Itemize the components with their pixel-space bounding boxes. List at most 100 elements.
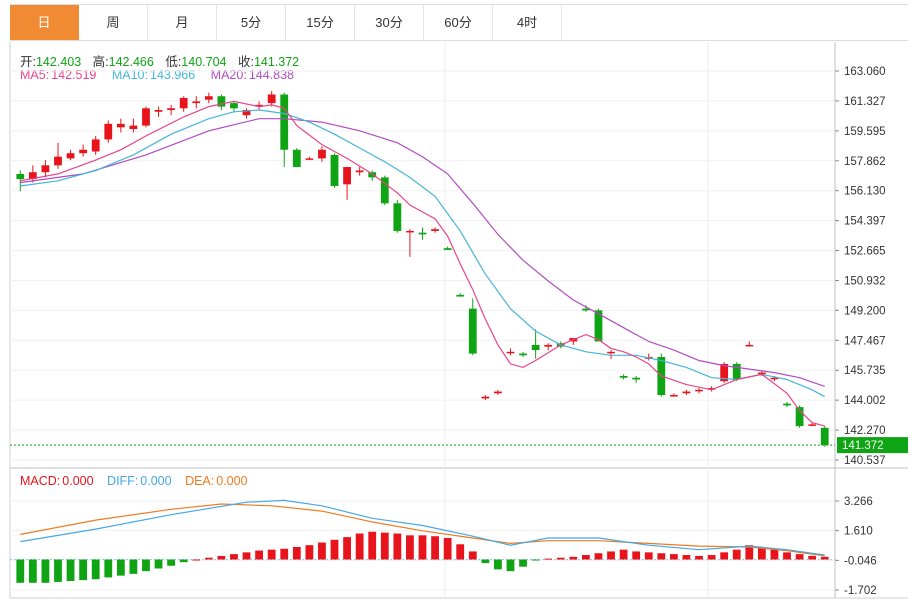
macd-bar xyxy=(91,559,100,580)
tab-period[interactable]: 5分 xyxy=(217,5,286,40)
candle-body xyxy=(820,427,829,446)
high-value: 142.466 xyxy=(108,55,154,69)
macd-y-tick-label: 1.610 xyxy=(844,526,873,538)
candle-body xyxy=(242,110,251,116)
macd-bar xyxy=(695,555,703,560)
candle-body xyxy=(607,351,615,354)
candle-body xyxy=(519,353,527,356)
candle-body xyxy=(217,96,226,107)
macd-y-tick-label: -0.046 xyxy=(844,555,877,567)
tab-period[interactable]: 日 xyxy=(10,5,79,40)
candle-body xyxy=(770,377,779,380)
candle-body xyxy=(380,177,389,204)
macd-bar xyxy=(506,559,515,572)
candle-body xyxy=(682,391,691,394)
macd-bar xyxy=(66,559,75,582)
macd-bar xyxy=(318,542,326,560)
macd-bar xyxy=(204,557,213,560)
macd-bar xyxy=(808,555,817,560)
current-price-tag-bg xyxy=(837,437,908,454)
macd-bar xyxy=(669,554,678,560)
candle-body xyxy=(669,395,678,397)
open-value: 142.403 xyxy=(35,55,82,69)
candle-body xyxy=(757,372,766,375)
tab-period[interactable]: 15分 xyxy=(286,5,355,40)
close-value: 141.372 xyxy=(253,55,300,69)
diff-label: DIFF: xyxy=(107,474,139,488)
macd-bar xyxy=(242,552,251,560)
dea-value: 0.000 xyxy=(216,474,248,488)
y-tick-label: 142.270 xyxy=(844,425,886,437)
macd-bar xyxy=(267,549,276,560)
dea-line xyxy=(20,503,825,557)
y-tick-label: 156.130 xyxy=(844,186,886,198)
macd-bar xyxy=(682,555,691,560)
tab-period[interactable]: 30分 xyxy=(355,5,424,40)
macd-bar xyxy=(129,559,138,574)
candle-body xyxy=(632,377,641,380)
tab-period[interactable]: 周 xyxy=(79,5,148,40)
macd-bar xyxy=(443,538,452,560)
macd-bar xyxy=(544,558,553,560)
macd-bar xyxy=(569,556,578,560)
y-tick-label: 140.537 xyxy=(844,455,886,467)
candle-body xyxy=(783,403,791,406)
candle-body xyxy=(544,344,553,347)
macd-bar xyxy=(632,551,641,560)
candle-body xyxy=(355,170,364,173)
diff-line xyxy=(20,499,825,556)
y-tick-label: 157.862 xyxy=(844,156,886,168)
candle-body xyxy=(456,294,465,297)
y-tick-label: 150.932 xyxy=(844,275,886,287)
macd-bar xyxy=(707,555,716,560)
y-tick-label: 154.397 xyxy=(844,216,886,228)
macd-bar xyxy=(468,551,477,560)
candle-body xyxy=(292,149,301,168)
candle-body xyxy=(619,376,628,378)
macd-label: MACD: xyxy=(20,474,61,488)
candle-body xyxy=(154,110,163,112)
macd-bar xyxy=(820,556,829,560)
y-tick-label: 147.467 xyxy=(844,335,886,347)
macd-bar xyxy=(770,549,779,560)
macd-bar xyxy=(116,559,125,576)
macd-bar xyxy=(519,559,527,567)
candle-body xyxy=(192,101,201,104)
candle-body xyxy=(795,407,804,427)
candle-body xyxy=(808,424,817,426)
macd-bar xyxy=(54,559,62,582)
candle-body xyxy=(54,156,62,166)
period-tabs: 日周月 5分 15分 30分 60分 4时 xyxy=(10,4,908,41)
macd-y-tick-label: 3.266 xyxy=(844,496,873,508)
candle-body xyxy=(230,103,238,109)
candle-body xyxy=(305,158,314,160)
y-tick-label: 159.595 xyxy=(844,126,886,138)
candle-body xyxy=(695,389,703,392)
macd-legend: MACD: 0.000 DIFF: 0.000 DEA: 0.000 xyxy=(20,474,250,488)
low-value: 140.704 xyxy=(181,55,227,69)
current-price-tag: 141.372 xyxy=(842,440,884,452)
macd-bar xyxy=(167,559,176,566)
tab-period[interactable]: 4时 xyxy=(493,5,562,40)
ma10-line xyxy=(20,109,825,398)
tab-period[interactable]: 月 xyxy=(148,5,217,40)
macd-bar xyxy=(142,559,150,572)
candle-body xyxy=(255,104,263,107)
macd-bar xyxy=(418,535,427,560)
macd-bar xyxy=(783,552,791,560)
macd-bar xyxy=(79,559,88,581)
candle-body xyxy=(16,173,25,180)
macd-bar xyxy=(556,557,565,560)
macd-bar xyxy=(154,559,163,569)
macd-bar xyxy=(330,539,339,560)
macd-bar xyxy=(368,531,377,560)
tab-period[interactable]: 60分 xyxy=(424,5,493,40)
candle-body xyxy=(330,154,339,187)
candle-body xyxy=(406,230,414,233)
macd-bar xyxy=(594,553,603,560)
macd-bar xyxy=(619,549,628,560)
macd-bar xyxy=(657,553,666,560)
y-tick-label: 152.665 xyxy=(844,246,886,258)
macd-bar xyxy=(393,533,402,560)
